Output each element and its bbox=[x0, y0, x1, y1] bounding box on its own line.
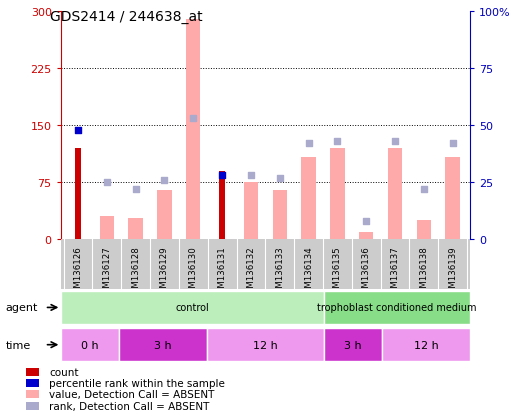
Bar bbox=[128, 218, 143, 240]
Point bbox=[391, 139, 399, 145]
Bar bbox=[446, 158, 460, 240]
Bar bbox=[119, 328, 207, 362]
Text: GSM136138: GSM136138 bbox=[419, 245, 428, 298]
Text: 3 h: 3 h bbox=[344, 340, 362, 350]
Bar bbox=[324, 328, 382, 362]
Text: GSM136130: GSM136130 bbox=[189, 245, 198, 298]
Text: control: control bbox=[175, 303, 209, 313]
Bar bbox=[157, 190, 172, 240]
Text: GSM136132: GSM136132 bbox=[247, 245, 256, 298]
Text: count: count bbox=[50, 368, 79, 377]
Point bbox=[448, 141, 457, 147]
Text: 0 h: 0 h bbox=[81, 340, 99, 350]
Point bbox=[247, 173, 255, 179]
Bar bbox=[207, 328, 324, 362]
Text: GSM136137: GSM136137 bbox=[391, 245, 400, 298]
Text: agent: agent bbox=[5, 303, 37, 313]
Point bbox=[102, 179, 111, 186]
Bar bbox=[417, 221, 431, 240]
Text: value, Detection Call = ABSENT: value, Detection Call = ABSENT bbox=[50, 389, 215, 399]
Text: 3 h: 3 h bbox=[154, 340, 172, 350]
Text: GSM136133: GSM136133 bbox=[275, 245, 284, 298]
Text: GSM136126: GSM136126 bbox=[73, 245, 82, 298]
Point bbox=[189, 116, 197, 123]
Bar bbox=[75, 149, 81, 240]
Bar bbox=[388, 149, 402, 240]
Text: GDS2414 / 244638_at: GDS2414 / 244638_at bbox=[50, 10, 203, 24]
Bar bbox=[100, 217, 114, 240]
Point bbox=[304, 141, 313, 147]
Bar bbox=[186, 20, 201, 240]
Text: GSM136129: GSM136129 bbox=[160, 245, 169, 298]
Bar bbox=[219, 171, 225, 240]
Bar bbox=[301, 158, 316, 240]
Text: time: time bbox=[5, 340, 31, 350]
Point bbox=[74, 127, 82, 134]
Point bbox=[362, 218, 371, 225]
Text: GSM136127: GSM136127 bbox=[102, 245, 111, 298]
Text: GSM136135: GSM136135 bbox=[333, 245, 342, 298]
Point bbox=[160, 177, 168, 184]
Bar bbox=[359, 232, 373, 240]
Bar bbox=[272, 190, 287, 240]
Point bbox=[131, 186, 140, 193]
Text: rank, Detection Call = ABSENT: rank, Detection Call = ABSENT bbox=[50, 401, 210, 411]
Bar bbox=[26, 368, 39, 377]
Bar bbox=[382, 328, 470, 362]
Point bbox=[276, 175, 284, 182]
Bar bbox=[244, 183, 258, 240]
Bar bbox=[26, 390, 39, 399]
Text: GSM136131: GSM136131 bbox=[218, 245, 227, 298]
Bar bbox=[61, 291, 324, 325]
Text: GSM136139: GSM136139 bbox=[448, 245, 457, 298]
Text: GSM136136: GSM136136 bbox=[362, 245, 371, 298]
Text: 12 h: 12 h bbox=[253, 340, 278, 350]
Text: GSM136128: GSM136128 bbox=[131, 245, 140, 298]
Bar bbox=[26, 379, 39, 387]
Bar bbox=[61, 328, 119, 362]
Text: trophoblast conditioned medium: trophoblast conditioned medium bbox=[317, 303, 477, 313]
Text: percentile rank within the sample: percentile rank within the sample bbox=[50, 378, 225, 388]
Text: 12 h: 12 h bbox=[414, 340, 438, 350]
Text: GSM136134: GSM136134 bbox=[304, 245, 313, 298]
Point bbox=[420, 186, 428, 193]
Point bbox=[218, 173, 227, 179]
Bar bbox=[26, 402, 39, 410]
Bar bbox=[324, 291, 470, 325]
Point bbox=[333, 139, 342, 145]
Bar bbox=[330, 149, 345, 240]
